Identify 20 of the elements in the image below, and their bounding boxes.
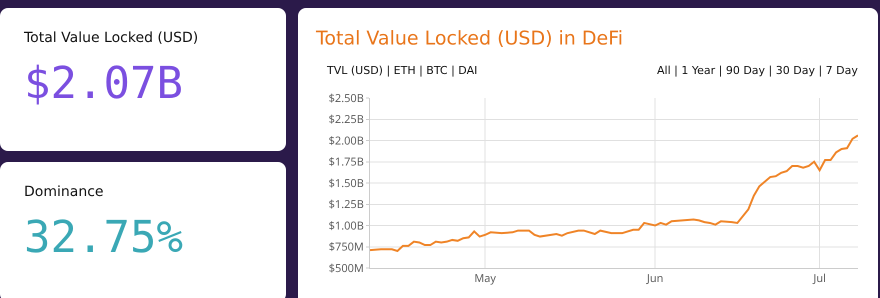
x-tick-label: Jul [812,271,826,286]
y-tick-label: $2.50B [328,90,364,106]
text: All | 1 Year | 90 Day | 30 Day | 7 Day [657,64,858,77]
text: $2.07B [24,58,184,109]
y-tick-label: $1.00B [328,218,364,234]
chart-title: Total Value Locked (USD) in DeFi [315,28,624,50]
text: Dominance [24,184,105,200]
y-tick-label: $1.50B [328,176,364,191]
y-tick-label: $500M [328,260,364,276]
x-tick-label: Jun [646,271,664,286]
y-tick-label: $1.25B [328,197,364,212]
y-tick-label: $2.00B [328,133,364,148]
y-tick-label: $2.25B [328,112,364,128]
line-series [370,134,858,252]
x-tick-label: May [474,271,496,286]
y-tick-label: $750M [328,240,364,255]
text: TVL (USD) | ETH | BTC | DAI [326,64,478,77]
text: 32.75% [24,212,184,263]
y-tick-label: $1.75B [328,154,364,170]
text: Total Value Locked (USD) [24,30,200,46]
